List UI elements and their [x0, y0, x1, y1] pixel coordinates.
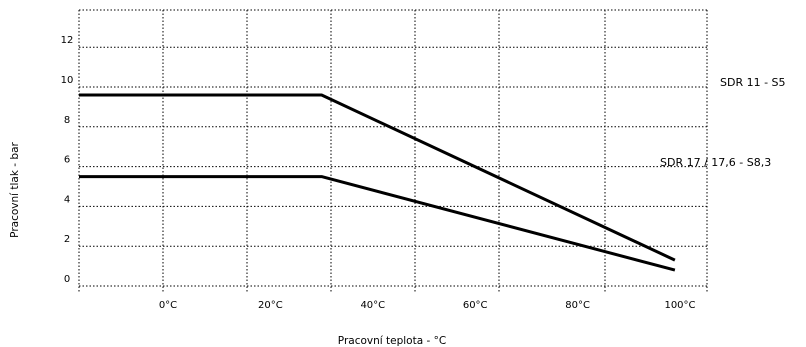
y-tick-label: 6 — [64, 155, 70, 166]
y-tick-label: 0 — [64, 274, 70, 285]
y-tick-labels: 0 2 4 6 8 10 12 — [61, 35, 74, 285]
x-tick-label: 100°C — [664, 300, 695, 311]
plot-grid — [78, 9, 708, 292]
series-line-sdr11 — [79, 93, 676, 262]
y-tick-label: 8 — [64, 115, 70, 126]
x-tick-label: 0°C — [159, 300, 177, 311]
x-tick-label: 80°C — [565, 300, 590, 311]
series-line-sdr17 — [79, 175, 676, 272]
series-label-sdr11: SDR 11 - S5 — [720, 76, 786, 89]
series-lines — [79, 93, 676, 272]
y-tick-label: 4 — [64, 194, 70, 205]
y-tick-label: 12 — [61, 35, 74, 46]
y-tick-label: 2 — [64, 234, 70, 245]
y-axis-label: Pracovní tlak - bar — [9, 141, 21, 237]
x-tick-label: 60°C — [463, 300, 488, 311]
series-label-sdr17: SDR 17 / 17,6 - S8,3 — [660, 156, 771, 169]
y-tick-label: 10 — [61, 75, 74, 86]
x-tick-labels: 0°C 20°C 40°C 60°C 80°C 100°C — [159, 300, 696, 311]
x-tick-label: 20°C — [258, 300, 283, 311]
x-axis-label: Pracovní teplota - °C — [338, 335, 446, 347]
x-tick-label: 40°C — [360, 300, 385, 311]
